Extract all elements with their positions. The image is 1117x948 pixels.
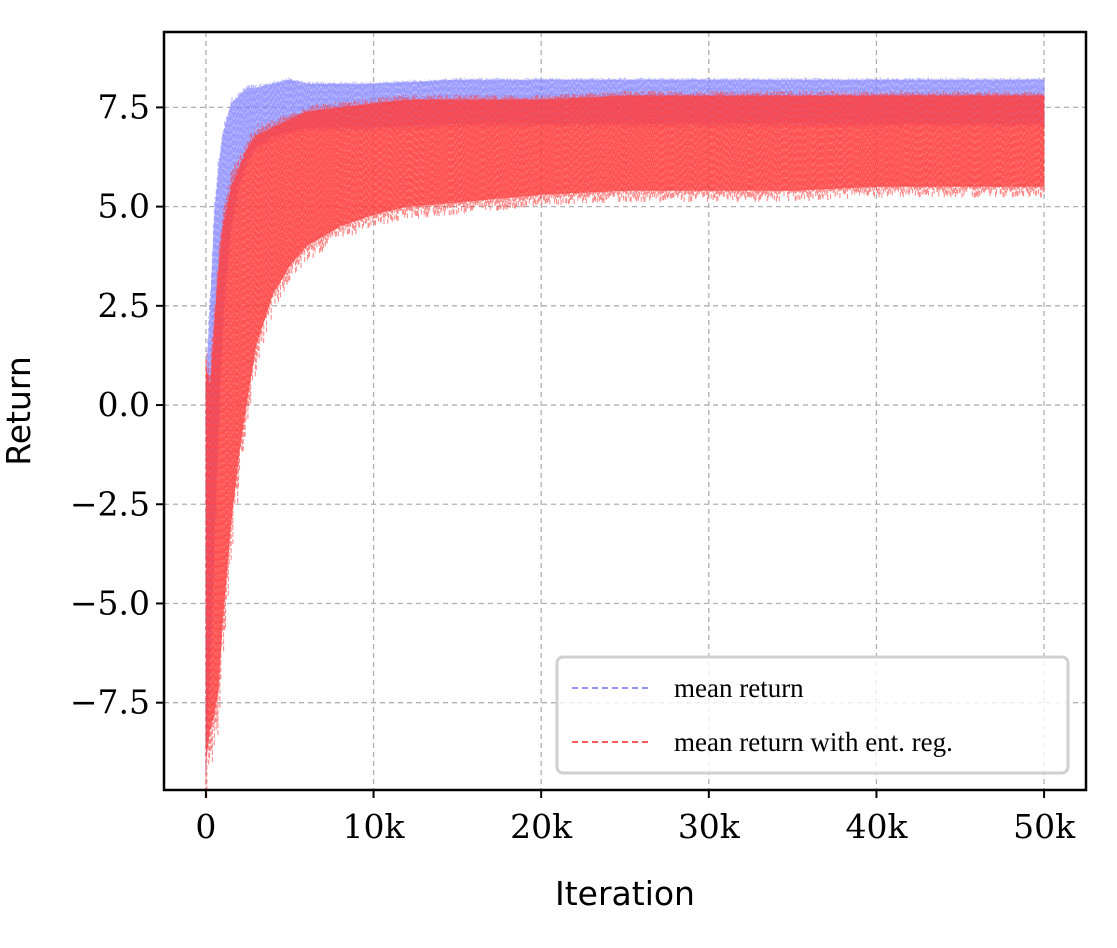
x-axis: 0 10k 20k 30k 40k 50k bbox=[195, 790, 1076, 846]
x-tick-label: 20k bbox=[510, 807, 573, 846]
y-tick-label: 2.5 bbox=[98, 286, 150, 325]
series-layer bbox=[205, 77, 1045, 798]
series-line bbox=[205, 90, 1045, 798]
legend-box bbox=[555, 655, 1070, 775]
y-axis: 7.5 5.0 2.5 0.0 −2.5 −5.0 −7.5 bbox=[70, 87, 164, 722]
x-tick-label: 40k bbox=[845, 807, 908, 846]
x-axis-label: Iteration bbox=[555, 874, 695, 913]
legend-entry-mean-return: mean return bbox=[674, 673, 804, 703]
x-tick-label: 50k bbox=[1013, 807, 1076, 846]
x-tick-label: 30k bbox=[678, 807, 741, 846]
y-tick-label: −7.5 bbox=[70, 683, 150, 722]
legend-entry-mean-return-ent-reg: mean return with ent. reg. bbox=[674, 727, 953, 757]
y-tick-label: −2.5 bbox=[70, 484, 150, 523]
legend: mean return mean return with ent. reg. bbox=[555, 655, 1070, 775]
y-tick-label: 0.0 bbox=[98, 385, 150, 424]
x-tick-label: 0 bbox=[195, 807, 216, 846]
plot-frame bbox=[162, 30, 1088, 792]
y-tick-label: 5.0 bbox=[98, 187, 150, 226]
series-mean-return-ent-reg bbox=[205, 90, 1045, 798]
x-tick-label: 10k bbox=[343, 807, 406, 846]
y-axis-label: Return bbox=[0, 356, 38, 466]
y-tick-label: 7.5 bbox=[98, 87, 150, 126]
y-tick-label: −5.0 bbox=[70, 583, 150, 622]
